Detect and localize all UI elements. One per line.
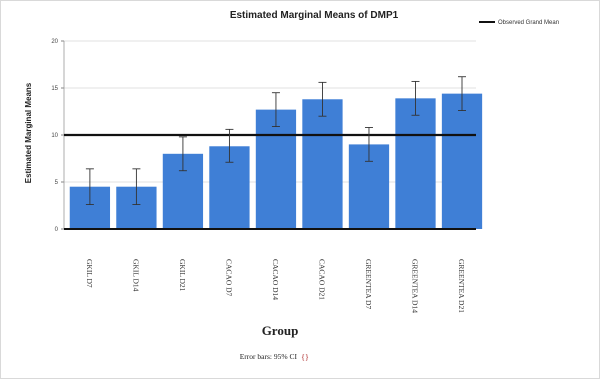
- x-tick-label: GREENTEA D21: [457, 259, 466, 313]
- x-tick-label: GKIL D7: [85, 259, 94, 288]
- legend-label: Observed Grand Mean: [498, 20, 559, 26]
- x-axis-label: Group: [262, 323, 299, 338]
- x-tick-label: GKIL D21: [178, 259, 187, 292]
- bar-5: [255, 109, 297, 229]
- y-tick-label: 15: [51, 86, 58, 92]
- bar-8: [395, 98, 436, 229]
- x-tick-label: GREENTEA D14: [410, 259, 419, 313]
- chart-title: Estimated Marginal Means of DMP1: [230, 10, 399, 21]
- x-tick-label: CACAO D7: [224, 259, 233, 297]
- bar-6: [302, 99, 343, 229]
- x-tick-label: GKIL D14: [131, 259, 140, 292]
- y-tick-label: 0: [55, 227, 59, 233]
- plot-area: 0 5 10 15 20 GKIL D7 GKIL D14 GKIL D21 CACAO D7 C…: [51, 39, 483, 313]
- y-tick-label: 10: [51, 133, 58, 139]
- x-tick-label: CACAO D14: [271, 259, 280, 300]
- legend: Observed Grand Mean: [479, 20, 559, 26]
- y-axis-label: Estimated Marginal Means: [24, 82, 33, 183]
- footnote-mark: {}: [301, 353, 309, 362]
- x-tick-label: CACAO D21: [317, 259, 326, 300]
- bar-9: [441, 93, 483, 229]
- error-bar-footnote: Error bars: 95% CI: [240, 352, 298, 361]
- x-tick-label: GREENTEA D7: [364, 259, 373, 309]
- y-tick-label: 20: [51, 39, 58, 45]
- y-tick-label: 5: [55, 180, 59, 186]
